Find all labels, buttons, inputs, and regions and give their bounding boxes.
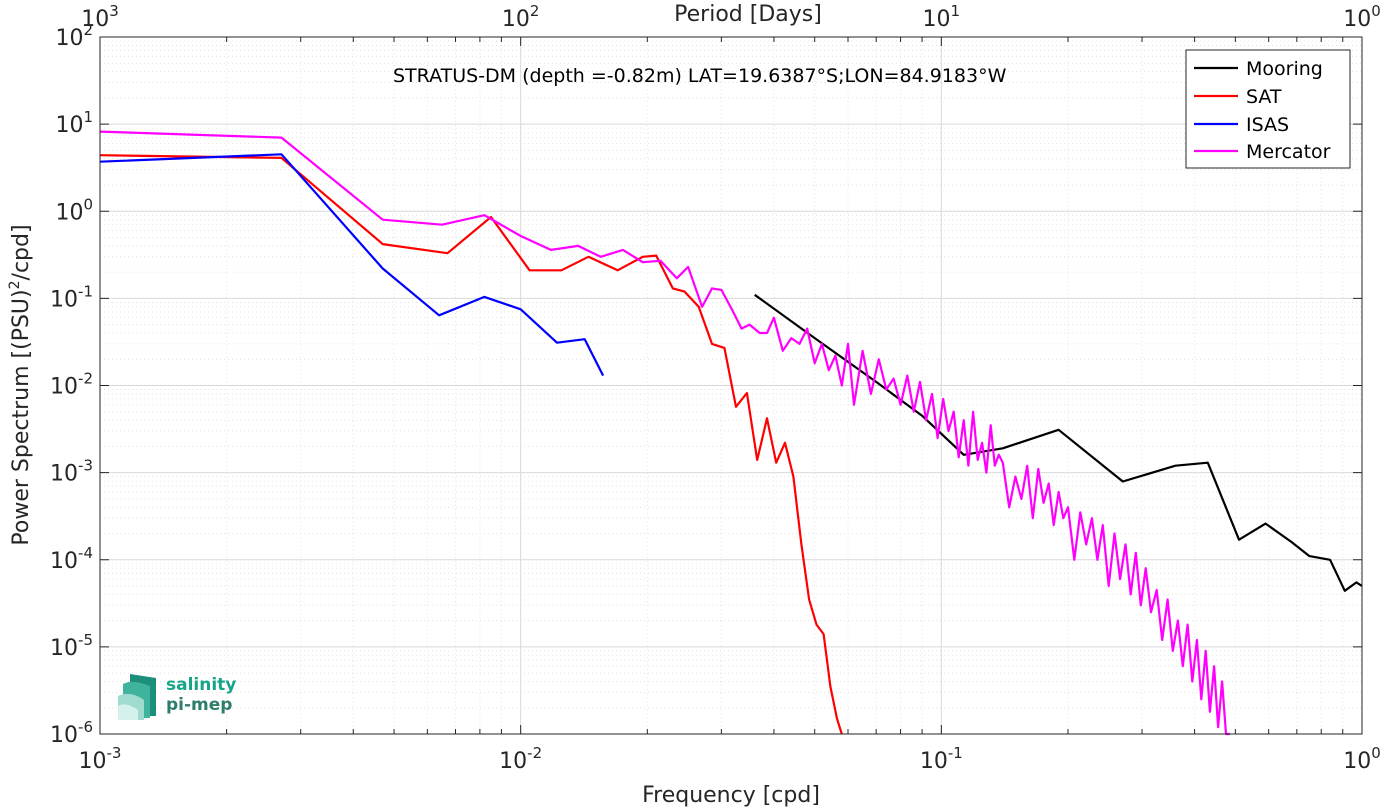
x-tick-label-exponent: 0	[1371, 744, 1381, 762]
x-axis-title: Frequency [cpd]	[642, 783, 820, 808]
x-tick-label-base: 10	[499, 749, 527, 774]
y-tick-label-base: 10	[50, 549, 78, 574]
tick-marks	[99, 36, 1363, 735]
series-sat-line	[99, 154, 843, 735]
top-axis-title: Period [Days]	[674, 2, 822, 27]
y-tick-label-exponent: -3	[78, 457, 93, 475]
x-tick-label: 10-3	[79, 744, 122, 774]
y-axis-title-sup: 2	[7, 280, 23, 289]
y-tick-label-exponent: -5	[78, 631, 93, 649]
top-tick-label-exponent: 2	[530, 2, 540, 20]
logo-text-line2: pi-mep	[166, 695, 233, 715]
series-layer	[99, 130, 1363, 736]
top-tick-label: 100	[1343, 2, 1381, 32]
series-isas-line	[99, 153, 605, 377]
x-tick-label: 100	[1343, 744, 1381, 774]
y-axis-title-tail: /cpd]	[9, 224, 34, 280]
y-tick-label-base: 10	[55, 26, 83, 51]
y-tick-label-base: 10	[55, 200, 83, 225]
legend-label-mercator: Mercator	[1246, 141, 1331, 163]
top-tick-label-exponent: 3	[109, 2, 119, 20]
y-tick-label: 10-5	[50, 631, 93, 661]
y-tick-label-base: 10	[50, 287, 78, 312]
x-tick-label-base: 10	[1343, 749, 1371, 774]
x-tick-label-exponent: -2	[527, 744, 542, 762]
legend-box	[1185, 49, 1351, 169]
logo-text-line1: salinity	[166, 675, 237, 695]
y-axis-title-main: Power Spectrum [(PSU)	[9, 289, 34, 545]
top-tick-label: 103	[81, 2, 119, 32]
legend-label-sat: SAT	[1246, 86, 1282, 108]
y-tick-label-base: 10	[50, 723, 78, 748]
y-tick-label: 10-1	[50, 282, 93, 312]
top-tick-label-base: 10	[1343, 7, 1371, 32]
top-tick-label-base: 10	[923, 7, 951, 32]
y-tick-label-exponent: -4	[78, 544, 93, 562]
y-tick-label-exponent: 1	[83, 108, 93, 126]
y-tick-label: 10-3	[50, 457, 93, 487]
top-tick-label-exponent: 1	[951, 2, 961, 20]
y-tick-label-exponent: 2	[83, 21, 93, 39]
top-tick-label: 101	[923, 2, 961, 32]
y-axis-title: Power Spectrum [(PSU)2/cpd]	[7, 224, 34, 545]
legend-label-mooring: Mooring	[1246, 58, 1323, 80]
x-tick-label: 10-1	[920, 744, 963, 774]
y-tick-label: 101	[55, 108, 93, 138]
x-tick-label: 10-2	[499, 744, 542, 774]
top-tick-label: 102	[502, 2, 540, 32]
y-tick-label: 10-4	[50, 544, 93, 574]
legend: Mooring SAT ISAS Mercator	[1185, 49, 1351, 169]
x-tick-label-exponent: -1	[948, 744, 963, 762]
x-tick-label-base: 10	[920, 749, 948, 774]
series-mercator-line	[99, 130, 1230, 736]
y-tick-label-exponent: -6	[78, 718, 93, 736]
y-tick-label: 100	[55, 195, 93, 225]
chart-annotation: STRATUS-DM (depth =-0.82m) LAT=19.6387°S…	[393, 65, 1007, 87]
y-tick-label: 102	[55, 21, 93, 51]
y-tick-label-base: 10	[50, 636, 78, 661]
top-tick-label-base: 10	[81, 7, 109, 32]
wave-icon	[118, 674, 156, 720]
x-tick-label-exponent: -3	[107, 744, 122, 762]
y-tick-label: 10-6	[50, 718, 93, 748]
salinity-pi-mep-logo: salinity pi-mep	[116, 672, 256, 722]
top-tick-label-base: 10	[502, 7, 530, 32]
y-tick-label-base: 10	[55, 113, 83, 138]
legend-label-isas: ISAS	[1246, 114, 1289, 136]
y-tick-label-exponent: -1	[78, 282, 93, 300]
y-tick-label-exponent: -2	[78, 370, 93, 388]
y-tick-label-base: 10	[50, 375, 78, 400]
x-tick-label-base: 10	[79, 749, 107, 774]
y-tick-label: 10-2	[50, 370, 93, 400]
y-tick-label-base: 10	[50, 462, 78, 487]
top-tick-label-exponent: 0	[1371, 2, 1381, 20]
y-tick-label-exponent: 0	[83, 195, 93, 213]
